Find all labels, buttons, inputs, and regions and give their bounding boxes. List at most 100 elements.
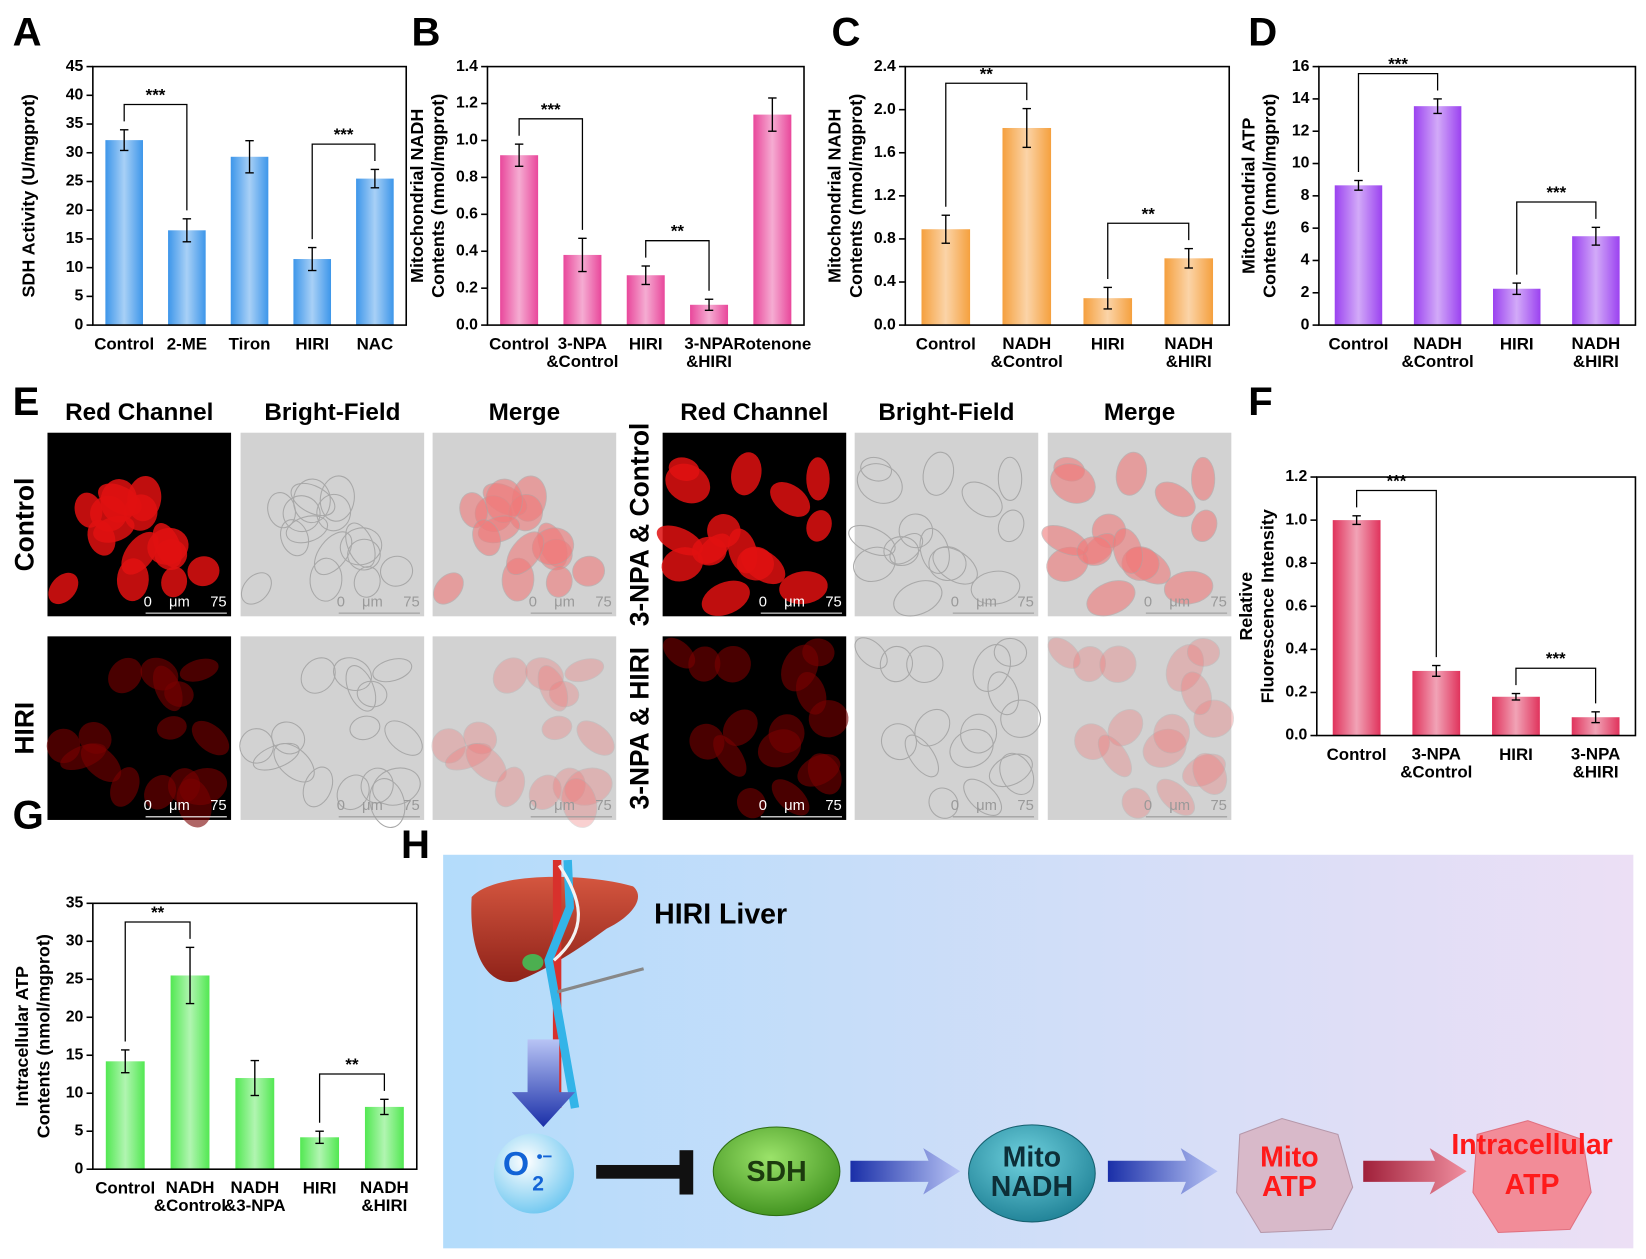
significance-label: **: [980, 64, 994, 83]
y-tick-label: 1.2: [1285, 468, 1307, 485]
panel-label: A: [13, 11, 42, 55]
x-tick-label: Control: [1328, 335, 1388, 354]
cell: [156, 716, 187, 740]
panel-label: F: [1248, 380, 1272, 424]
cell: [893, 580, 943, 617]
bar: [753, 114, 792, 326]
cell: [854, 637, 888, 669]
scale-label: μm: [1169, 595, 1190, 611]
cell: [384, 720, 423, 756]
cell: [191, 720, 230, 756]
y-tick-label: 40: [66, 86, 84, 103]
cell: [492, 657, 528, 694]
cell: [802, 638, 835, 667]
arrow-down: [511, 1039, 576, 1127]
cell: [656, 525, 704, 556]
scale-label: μm: [169, 595, 190, 611]
cell: [661, 547, 703, 582]
x-tick-label: Rotenone: [733, 335, 811, 354]
cell: [345, 665, 377, 712]
cell: [564, 658, 605, 683]
column-header: Bright-Field: [878, 399, 1014, 426]
y-tick-label: 0.8: [874, 230, 896, 247]
plot-frame: [904, 65, 1231, 326]
cell: [928, 787, 959, 819]
cell: [1163, 570, 1214, 605]
significance-bracket: [1357, 72, 1439, 173]
cell: [541, 715, 573, 741]
micrograph: 0 μm 75: [239, 636, 425, 828]
scale-label: 75: [1017, 595, 1033, 611]
y-tick-label: 0.2: [1285, 684, 1307, 701]
cell: [1086, 580, 1136, 617]
cell: [100, 479, 138, 523]
cell: [506, 531, 545, 575]
cell: [372, 767, 421, 806]
y-tick-label: 1.4: [456, 58, 478, 75]
cell: [319, 475, 355, 522]
plot-frame: [486, 65, 805, 326]
micrograph: 0 μm 75: [656, 432, 847, 617]
scale-label: μm: [976, 798, 997, 814]
y-tick-label: 45: [66, 58, 84, 75]
bar: [921, 229, 971, 326]
scale-label: μm: [362, 798, 383, 814]
cell-atp-label: Intracellular ATP: [1451, 1129, 1612, 1201]
x-tick-label: Control: [489, 335, 549, 354]
y-tick-label: 0.0: [874, 316, 896, 333]
significance-label: ***: [1388, 55, 1408, 74]
cell: [727, 528, 758, 574]
cell: [369, 778, 406, 828]
cell: [1076, 536, 1113, 566]
x-tick-label: 2-ME: [167, 335, 207, 354]
cell: [904, 734, 939, 778]
cell: [465, 743, 507, 783]
image-background: [240, 432, 425, 617]
cell: [722, 709, 758, 746]
cell: [1182, 753, 1226, 787]
cell: [806, 457, 830, 501]
bar: [1332, 520, 1381, 736]
cell: [302, 766, 334, 808]
scale-label: 0: [529, 798, 537, 814]
scale-label: 0: [144, 595, 152, 611]
micrograph: 0 μm 75: [46, 636, 232, 828]
y-tick-label: 14: [1292, 90, 1310, 107]
scale-label: 0: [951, 595, 959, 611]
y-tick-label: 16: [1292, 58, 1310, 75]
x-tick-label: HIRI: [303, 1179, 337, 1198]
cell: [1047, 637, 1081, 669]
ligature: [552, 864, 580, 962]
image-background: [432, 636, 617, 820]
y-tick-label: 30: [66, 932, 84, 949]
row-label: 3-NPA & Control: [624, 423, 654, 627]
y-tick-label: 10: [66, 1084, 84, 1101]
significance-label: **: [671, 222, 685, 241]
cell: [848, 524, 896, 557]
micrograph: 0 μm 75: [1041, 432, 1232, 617]
cell: [1153, 713, 1191, 754]
micrograph: 0 μm 75: [662, 636, 849, 820]
scale-label: 0: [951, 798, 959, 814]
inhibition-line: [596, 1164, 683, 1179]
x-tick-label: HIRI: [295, 335, 329, 354]
y-tick-label: 0.0: [1285, 727, 1307, 744]
cell: [898, 513, 934, 549]
sdh-node: [712, 1126, 841, 1217]
cell: [576, 720, 615, 756]
y-tick-label: 5: [75, 288, 84, 305]
cell: [472, 519, 502, 557]
image-background: [1047, 636, 1232, 820]
y-tick-label: 0.8: [1285, 554, 1307, 571]
y-axis-label: SDH Activity (U/mgprot): [18, 94, 38, 297]
significance-label: ***: [1546, 649, 1566, 668]
cell: [271, 721, 306, 755]
y-tick-label: 1.0: [1285, 511, 1307, 528]
column-header: Bright-Field: [264, 399, 400, 426]
cell: [528, 774, 562, 810]
cell: [339, 527, 383, 566]
scale-label: 75: [210, 798, 226, 814]
scale-label: 0: [529, 595, 537, 611]
diagram: [443, 854, 1634, 1249]
cell: [525, 657, 564, 691]
